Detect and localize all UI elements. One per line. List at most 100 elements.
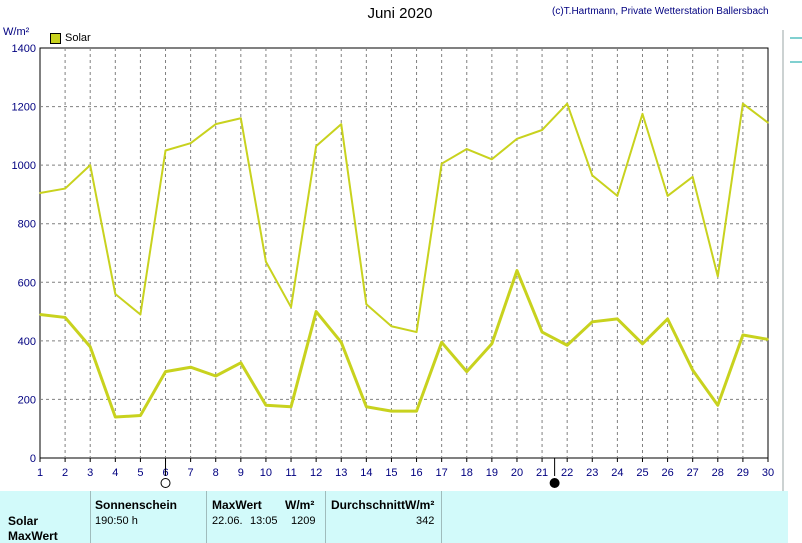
data-point bbox=[290, 405, 292, 408]
data-point bbox=[240, 117, 242, 120]
data-point bbox=[340, 123, 343, 125]
x-tick-label: 4 bbox=[112, 467, 118, 479]
data-point bbox=[189, 366, 192, 369]
summary-table: Solar MaxWert Sonnenschein 190:50 h MaxW… bbox=[0, 491, 788, 543]
chart: 0200400600800100012001400123456789101112… bbox=[12, 30, 802, 491]
y-tick-label: 1200 bbox=[12, 102, 36, 114]
x-tick-label: 26 bbox=[661, 467, 673, 479]
x-tick-label: 1 bbox=[37, 467, 43, 479]
data-point bbox=[440, 162, 443, 165]
data-point bbox=[641, 342, 644, 345]
x-tick-label: 27 bbox=[687, 467, 699, 479]
y-tick-label: 0 bbox=[30, 453, 36, 465]
data-point bbox=[440, 341, 443, 344]
data-point bbox=[265, 260, 267, 263]
x-tick-label: 30 bbox=[762, 467, 774, 479]
data-point bbox=[189, 142, 192, 144]
data-point bbox=[240, 362, 242, 364]
x-tick-label: 14 bbox=[360, 467, 372, 479]
data-point bbox=[39, 192, 41, 194]
data-point bbox=[214, 123, 217, 125]
y-tick-label: 1400 bbox=[12, 43, 36, 55]
x-tick-label: 16 bbox=[410, 467, 422, 479]
y-tick-label: 1000 bbox=[12, 160, 36, 172]
x-tick-label: 19 bbox=[486, 467, 498, 479]
x-tick-label: 2 bbox=[62, 467, 68, 479]
data-point bbox=[541, 331, 543, 333]
plot-frame bbox=[39, 47, 769, 459]
value-max-value: 1209 bbox=[291, 515, 316, 527]
y-tick-label: 200 bbox=[18, 394, 36, 406]
x-tick-label: 3 bbox=[87, 467, 93, 479]
data-point bbox=[390, 410, 393, 412]
header-average: DurchschnittW/m² bbox=[331, 498, 435, 512]
x-tick-label: 24 bbox=[611, 467, 623, 479]
data-point bbox=[541, 129, 543, 131]
data-point bbox=[64, 316, 66, 319]
data-point bbox=[742, 334, 744, 336]
y-unit-label: W/m² bbox=[3, 26, 30, 38]
x-tick-label: 13 bbox=[335, 467, 347, 479]
series-line-max bbox=[39, 102, 769, 334]
data-point bbox=[666, 195, 669, 197]
header-maxwert-unit: W/m² bbox=[285, 498, 315, 512]
data-point bbox=[390, 325, 393, 328]
data-point bbox=[114, 293, 117, 295]
x-tick-label: 8 bbox=[213, 467, 219, 479]
value-max-time: 13:05 bbox=[250, 515, 278, 527]
data-point bbox=[767, 338, 769, 341]
data-point bbox=[114, 416, 117, 418]
data-point bbox=[290, 306, 292, 308]
data-point bbox=[691, 176, 694, 178]
data-point bbox=[716, 275, 719, 278]
table-divider bbox=[90, 491, 91, 543]
data-point bbox=[516, 269, 518, 272]
data-point bbox=[365, 303, 368, 306]
row-label-maxwert: MaxWert bbox=[8, 529, 58, 543]
x-tick-label: 11 bbox=[285, 467, 296, 479]
data-point bbox=[566, 102, 568, 105]
data-point bbox=[365, 405, 368, 408]
data-point bbox=[666, 318, 669, 320]
x-tick-label: 9 bbox=[238, 467, 244, 479]
data-point bbox=[767, 121, 769, 124]
series-line-mean bbox=[39, 269, 769, 419]
data-point bbox=[265, 404, 267, 407]
x-tick-label: 12 bbox=[310, 467, 322, 479]
data-point bbox=[691, 369, 694, 371]
data-point bbox=[616, 195, 619, 197]
data-point bbox=[89, 345, 92, 348]
data-point bbox=[591, 321, 594, 323]
x-tick-label: 18 bbox=[461, 467, 473, 479]
chart-title: Juni 2020 bbox=[367, 5, 433, 22]
row-label-solar: Solar bbox=[8, 514, 39, 528]
y-tick-label: 800 bbox=[18, 219, 36, 231]
value-average: 342 bbox=[416, 515, 435, 527]
x-tick-label: 17 bbox=[436, 467, 448, 479]
data-point bbox=[164, 370, 167, 373]
full-moon-icon bbox=[160, 478, 171, 488]
x-tick-label: 7 bbox=[188, 467, 194, 479]
data-point bbox=[566, 344, 568, 347]
legend: Solar bbox=[50, 32, 91, 44]
data-point bbox=[465, 370, 468, 373]
value-max-date: 22.06. bbox=[212, 515, 243, 527]
table-divider bbox=[441, 491, 442, 543]
data-point bbox=[214, 375, 217, 377]
data-point bbox=[716, 404, 719, 407]
table-divider bbox=[325, 491, 326, 543]
x-tick-label: 10 bbox=[260, 467, 272, 479]
y-tick-label: 600 bbox=[18, 277, 36, 289]
data-point bbox=[491, 158, 493, 161]
x-tick-label: 28 bbox=[712, 467, 724, 479]
x-tick-label: 22 bbox=[561, 467, 573, 479]
x-tick-label: 25 bbox=[636, 467, 648, 479]
data-point bbox=[465, 148, 468, 150]
data-point bbox=[340, 341, 343, 344]
legend-label: Solar bbox=[65, 32, 91, 44]
data-point bbox=[89, 164, 92, 166]
value-sunshine: 190:50 h bbox=[95, 515, 138, 527]
data-point bbox=[641, 113, 644, 115]
data-point bbox=[64, 187, 66, 190]
legend-swatch bbox=[50, 32, 61, 44]
